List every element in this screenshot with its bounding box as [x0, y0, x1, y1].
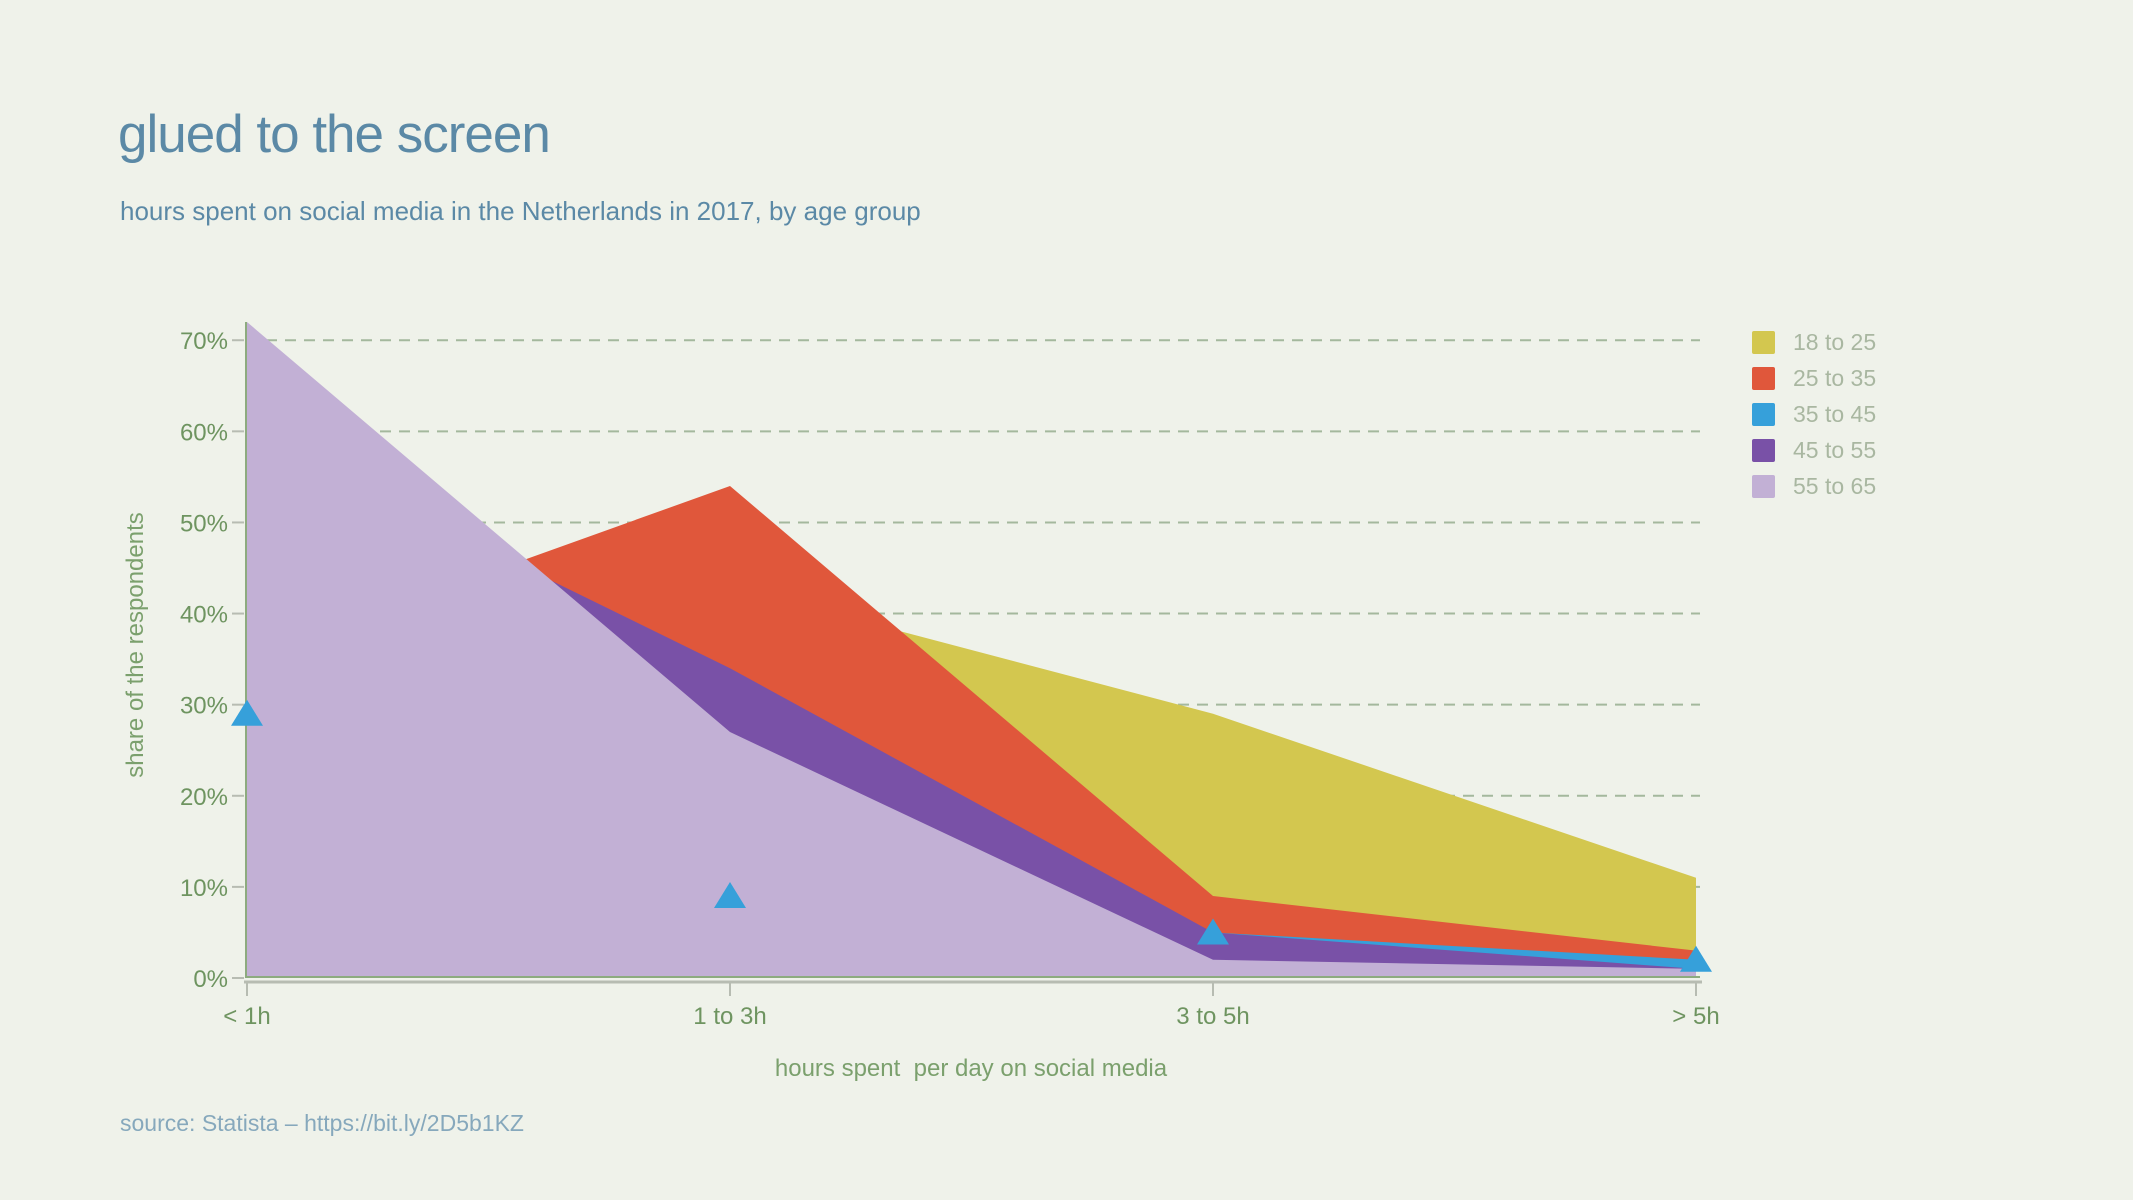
legend-swatch-icon — [1752, 403, 1775, 426]
legend: 18 to 25 25 to 35 35 to 45 45 to 55 55 to 65 — [1752, 331, 1876, 498]
legend-swatch-icon — [1752, 439, 1775, 462]
area-series-55-to-65 — [247, 322, 1696, 978]
marker-35-to-45-2 — [1197, 918, 1229, 945]
y-tick-label-40: 40% — [180, 602, 228, 629]
chart-subtitle: hours spent on social media in the Nethe… — [120, 196, 921, 226]
legend-item-45-to-55: 45 to 55 — [1752, 439, 1876, 462]
chart-title: glued to the screen — [118, 105, 551, 164]
legend-item-18-to-25: 18 to 25 — [1752, 331, 1876, 354]
y-tick-label-20: 20% — [180, 784, 228, 811]
legend-item-35-to-45: 35 to 45 — [1752, 403, 1876, 426]
legend-item-25-to-35: 25 to 35 — [1752, 367, 1876, 390]
legend-swatch-icon — [1752, 367, 1775, 390]
y-tick-label-50: 50% — [180, 510, 228, 537]
legend-label: 18 to 25 — [1793, 329, 1877, 355]
x-axis-title: hours spent per day on social media — [774, 1055, 1168, 1082]
x-tick-label-2: 3 to 5h — [1176, 1003, 1249, 1030]
y-axis-title: share of the respondents — [122, 512, 149, 778]
y-tick-label-70: 70% — [180, 328, 228, 355]
legend-swatch-icon — [1752, 331, 1775, 354]
y-tick-label-10: 10% — [180, 875, 228, 902]
marker-35-to-45-3 — [1680, 945, 1712, 972]
legend-label: 55 to 65 — [1793, 473, 1877, 499]
x-tick-label-1: 1 to 3h — [693, 1003, 766, 1030]
legend-label: 35 to 45 — [1793, 401, 1877, 427]
y-tick-label-0: 0% — [193, 966, 228, 993]
legend-label: 45 to 55 — [1793, 437, 1877, 463]
marker-35-to-45-1 — [714, 882, 746, 909]
legend-item-55-to-65: 55 to 65 — [1752, 475, 1876, 498]
y-tick-label-30: 30% — [180, 693, 228, 720]
marker-35-to-45-0 — [231, 699, 263, 726]
legend-swatch-icon — [1752, 475, 1775, 498]
source-note: source: Statista – https://bit.ly/2D5b1K… — [120, 1110, 524, 1136]
x-tick-label-3: > 5h — [1672, 1003, 1719, 1030]
legend-label: 25 to 35 — [1793, 365, 1877, 391]
x-tick-label-0: < 1h — [223, 1003, 270, 1030]
y-tick-label-60: 60% — [180, 419, 228, 446]
